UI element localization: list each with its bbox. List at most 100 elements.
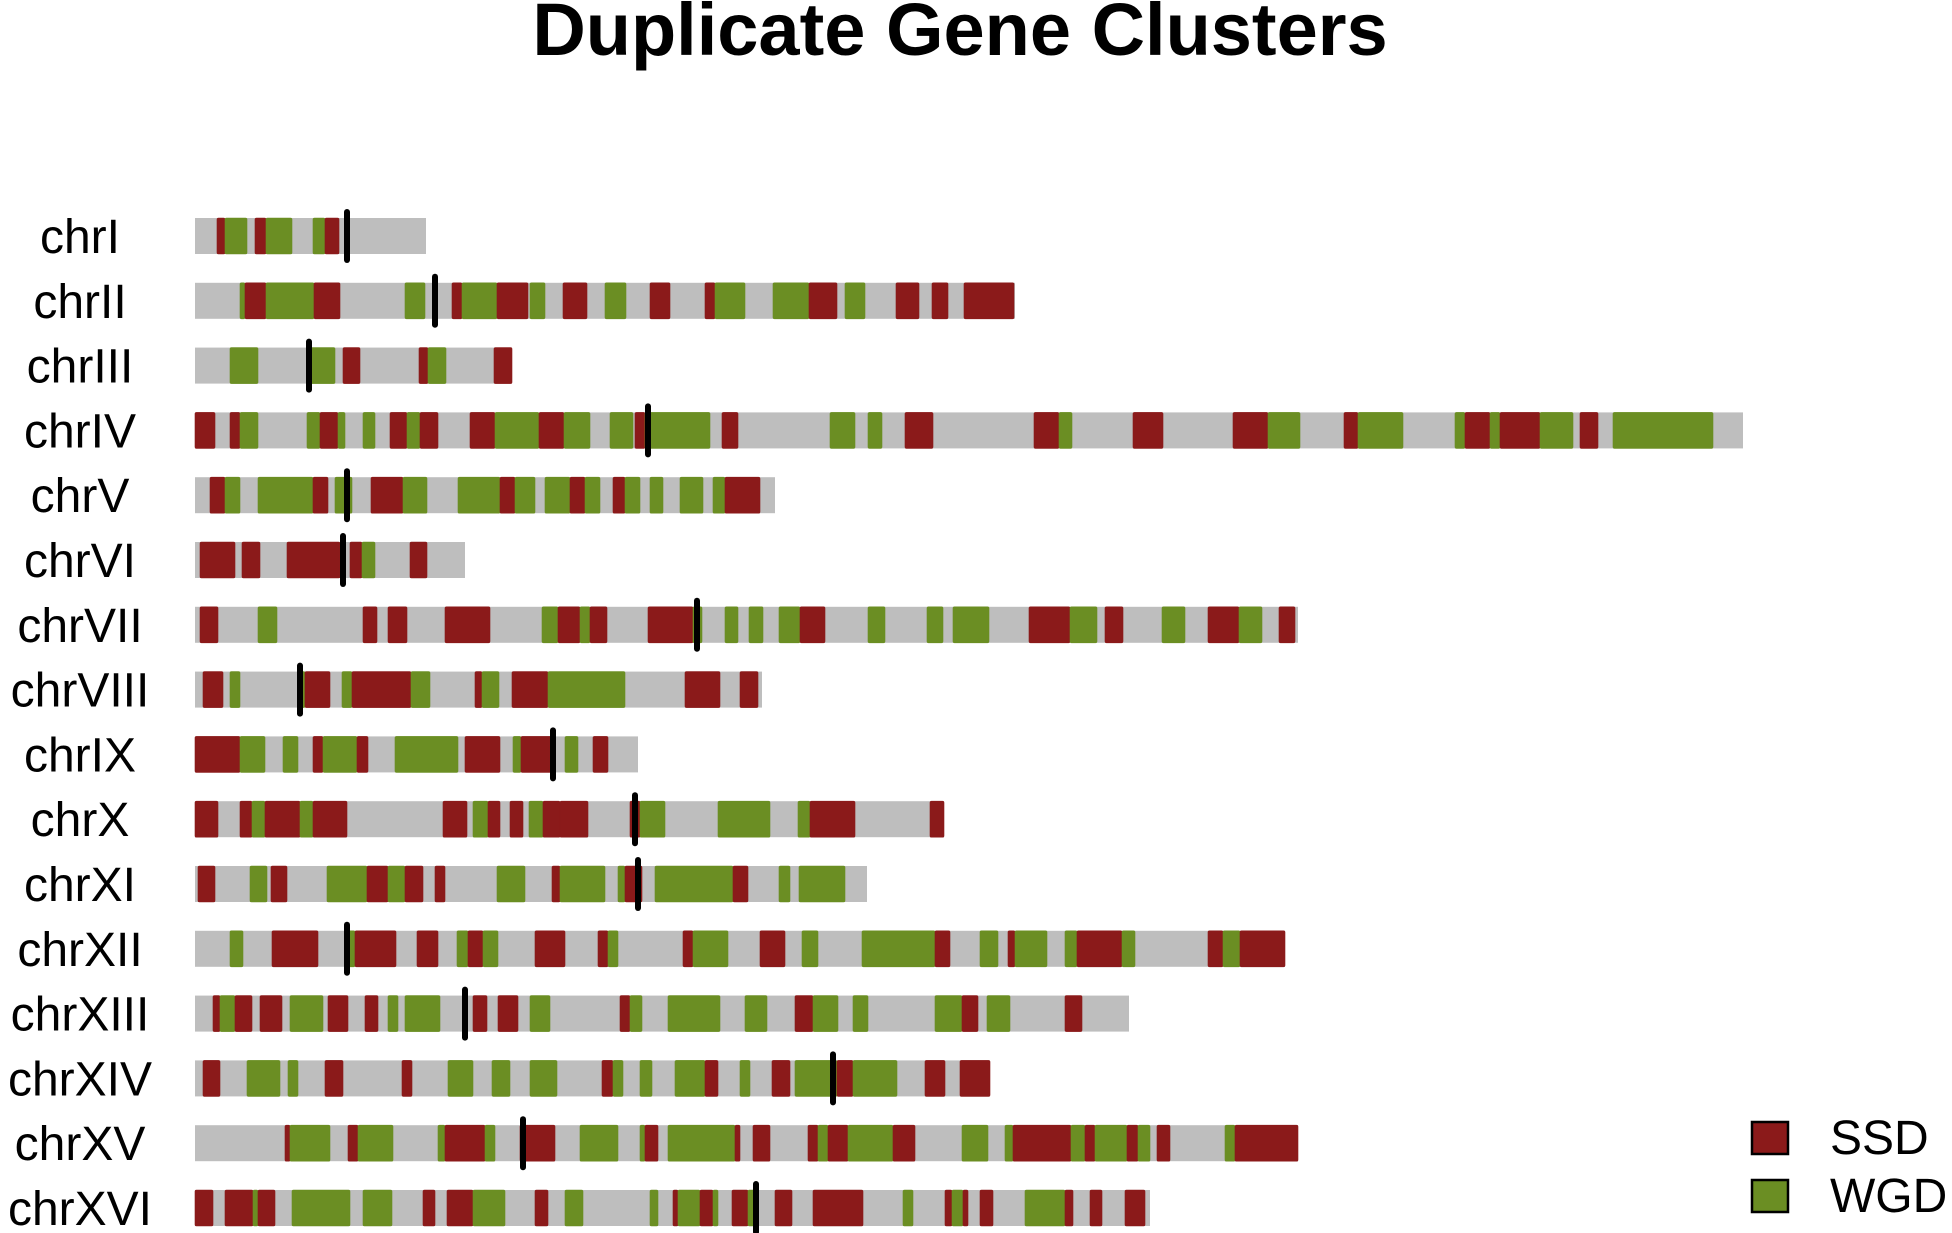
wgd-cluster [679,476,704,514]
ssd-cluster [312,736,324,773]
chromosome-label: chrXI [24,859,136,912]
ssd-cluster [1076,930,1123,968]
chromosome-label: chrVIII [11,665,150,718]
ssd-cluster [619,995,631,1032]
ssd-cluster [1132,412,1164,449]
ssd-cluster [418,347,429,384]
chromosome-row: chrXII [17,921,1286,977]
wgd-cluster [289,995,324,1032]
ssd-cluster [511,671,549,708]
ssd-cluster [1234,1124,1299,1162]
ssd-cluster [284,1124,291,1162]
wgd-cluster [607,930,619,968]
wgd-cluster [812,995,839,1032]
wgd-cluster [979,930,999,968]
ssd-cluster [672,1189,679,1227]
ssd-cluster [1579,412,1599,449]
ssd-cluster [194,1189,214,1227]
wgd-cluster [629,995,643,1032]
wgd-cluster [712,1189,719,1227]
wgd-cluster [224,476,241,514]
ssd-cluster [1007,930,1016,968]
ssd-cluster [467,930,484,968]
chromosome-row: chrVIII [11,662,762,718]
ssd-cluster [1156,1124,1171,1162]
ssd-cluster [1089,1189,1103,1227]
legend-swatch-wgd [1750,1178,1790,1214]
wgd-cluster [692,930,729,968]
ssd-cluster [254,217,267,255]
wgd-cluster [563,412,591,449]
wgd-cluster [644,412,711,449]
ssd-cluster [1126,1124,1139,1162]
ssd-cluster [1084,1124,1096,1162]
ssd-cluster [493,347,513,384]
ssd-cluster [409,541,428,579]
ssd-cluster [794,995,814,1032]
wgd-cluster [229,347,259,384]
ssd-cluster [647,606,694,644]
wgd-cluster [472,800,489,838]
ssd-cluster [892,1124,916,1162]
ssd-cluster [364,995,379,1032]
wgd-cluster [667,1124,736,1162]
ssd-cluster [270,865,288,903]
ssd-cluster [1343,412,1359,449]
wgd-cluster [1612,412,1714,449]
ssd-cluster [422,1189,436,1227]
legend-label-wgd: WGD [1830,1170,1947,1223]
wgd-cluster [512,736,522,773]
wgd-cluster [861,930,936,968]
ssd-cluster [234,995,253,1032]
wgd-cluster [649,1189,659,1227]
ssd-cluster [1278,606,1296,644]
wgd-cluster [461,282,498,320]
ssd-cluster [419,412,439,449]
ssd-cluster [202,671,224,708]
chromosome-label: chrIII [27,341,134,394]
ssd-cluster [724,476,761,514]
wgd-cluster [257,606,278,644]
wgd-cluster [744,995,768,1032]
ssd-cluster [319,412,339,449]
ssd-cluster [739,671,759,708]
ssd-cluster [812,1189,864,1227]
chromosome-label: chrVI [24,535,136,588]
wgd-cluster [564,1189,584,1227]
wgd-cluster [529,282,546,320]
wgd-cluster [265,282,315,320]
ssd-cluster [592,736,609,773]
wgd-cluster [394,736,459,773]
wgd-cluster [249,865,268,903]
wgd-cluster [229,930,244,968]
ssd-cluster [551,865,561,903]
ssd-cluster [469,412,496,449]
ssd-cluster [699,1189,714,1227]
chromosome-row: chrXI [24,857,867,912]
ssd-cluster [354,930,397,968]
wgd-cluster [437,1124,446,1162]
wgd-cluster [778,606,801,644]
wgd-cluster [617,865,626,903]
wgd-cluster [224,217,248,255]
ssd-cluster [312,476,329,514]
chart-title: Duplicate Gene Clusters [532,0,1387,71]
wgd-cluster [674,1060,706,1097]
wgd-cluster [484,1124,496,1162]
wgd-cluster [934,995,963,1032]
wgd-cluster [748,606,764,644]
wgd-cluster [852,1060,898,1097]
ssd-cluster [1232,412,1269,449]
ssd-cluster [1124,1189,1146,1227]
ssd-cluster [771,1060,791,1097]
ssd-cluster [366,865,389,903]
ssd-cluster [1104,606,1124,644]
ssd-cluster [704,1060,719,1097]
ssd-cluster [721,412,739,449]
wgd-cluster [1064,930,1078,968]
wgd-cluster [584,476,601,514]
ssd-cluster [487,800,501,838]
wgd-cluster [801,930,819,968]
ssd-cluster [559,800,589,838]
